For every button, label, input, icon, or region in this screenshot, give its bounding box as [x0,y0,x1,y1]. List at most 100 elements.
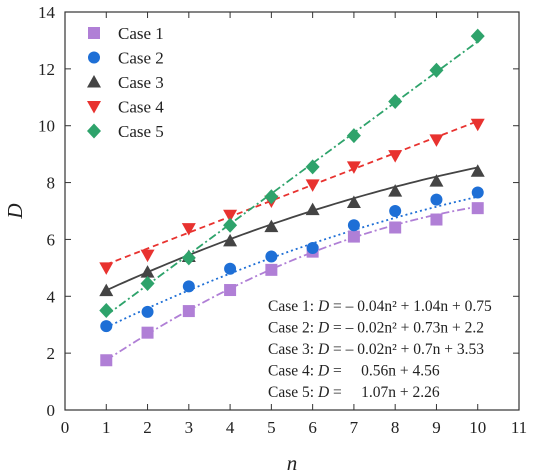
equation-prefix: Case 3: [268,341,318,358]
equation-variable: D [317,298,329,315]
equation-case-3: Case 3: D = – 0.02n² + 0.7n + 3.53 [268,341,484,358]
legend-marker-case-2 [88,51,100,64]
point-case-4 [181,223,196,236]
point-case-5 [99,303,114,318]
point-case-5 [181,250,196,266]
point-case-1 [141,326,154,339]
equation-variable: D [317,320,329,337]
point-case-3 [305,202,320,216]
x-tick-label: 6 [308,418,317,437]
point-case-4 [470,118,485,132]
legend-marker-case-5 [87,123,101,139]
y-tick-label: 8 [47,174,56,193]
legend: Case 1 Case 2 Case 3 Case 4 Case 5 [87,24,164,141]
equation-prefix: Case 4: [268,363,318,380]
x-tick-label: 7 [350,418,359,437]
fit-lines [105,40,479,362]
equation-case-2: Case 2: D = – 0.02n² + 0.73n + 2.2 [268,320,484,337]
point-case-1 [389,221,402,234]
point-case-5 [388,94,403,110]
legend-marker-case-3 [87,75,101,88]
y-tick-label: 12 [38,60,55,79]
fit-line-case-2 [105,195,478,329]
x-tick-label: 10 [469,418,486,437]
x-tick-label: 2 [143,418,152,437]
fit-line-case-4 [105,120,479,266]
x-tick-label: 9 [432,418,441,437]
fit-line-case-1 [105,205,478,362]
point-case-4 [388,150,403,163]
point-case-5 [346,128,361,144]
point-case-1 [224,284,237,297]
point-case-5 [429,62,444,78]
point-case-4 [223,209,238,223]
point-case-3 [99,283,114,297]
equation-rhs: = 0.56n + 4.56 [329,363,440,380]
point-case-3 [429,174,444,187]
fit-line-case-5 [105,40,479,317]
point-case-1 [430,213,443,226]
point-case-3 [470,164,485,177]
point-case-2 [141,305,154,318]
point-case-5 [140,275,155,291]
y-tick-label: 10 [38,117,55,136]
point-case-3 [346,195,361,208]
fit-equations: Case 1: D = – 0.04n² + 1.04n + 0.75Case … [268,298,492,401]
legend-label-case-3: Case 3 [118,73,164,92]
x-tick-label: 3 [185,418,194,437]
legend-label-case-2: Case 2 [118,49,164,68]
x-tick-label: 5 [267,418,276,437]
point-case-3 [223,233,238,247]
point-case-3 [388,184,403,197]
equation-variable: D [317,363,329,380]
point-case-4 [140,249,155,263]
point-case-1 [100,354,113,367]
x-tick-label: 0 [61,418,70,437]
x-axis-label: n [287,451,298,475]
point-case-3 [140,265,155,278]
point-case-1 [471,202,484,215]
point-case-2 [100,320,113,333]
y-tick-label: 0 [47,401,56,420]
legend-label-case-5: Case 5 [118,122,164,141]
legend-label-case-1: Case 1 [118,24,164,43]
point-case-2 [265,250,278,263]
equation-variable: D [317,384,329,401]
point-case-4 [99,262,114,275]
point-case-5 [470,28,485,44]
point-case-1 [347,230,360,243]
y-tick-label: 2 [47,344,56,363]
equation-prefix: Case 1: [268,298,318,315]
x-tick-label: 8 [391,418,400,437]
equation-case-5: Case 5: D = 1.07n + 2.26 [268,384,440,401]
legend-label-case-4: Case 4 [118,98,164,117]
point-case-5 [305,159,320,175]
plot-frame [64,11,520,411]
point-case-4 [429,134,444,147]
point-case-2 [347,219,360,232]
x-tick-label: 4 [226,418,235,437]
point-case-1 [265,263,278,276]
equation-rhs: = – 0.02n² + 0.73n + 2.2 [329,320,484,337]
y-tick-label: 4 [47,287,56,306]
data-markers [99,28,485,367]
equation-prefix: Case 2: [268,320,318,337]
equation-rhs: = – 0.02n² + 0.7n + 3.53 [329,341,484,358]
x-tick-label: 1 [102,418,111,437]
point-case-5 [223,217,238,233]
point-case-2 [471,186,484,199]
equation-variable: D [317,341,329,358]
y-tick-label: 6 [47,230,56,249]
point-case-2 [306,241,319,254]
y-tick-label: 14 [38,3,56,22]
equation-prefix: Case 5: [268,384,318,401]
point-case-2 [224,262,237,275]
legend-marker-case-4 [87,101,101,114]
legend-marker-case-1 [88,27,100,39]
x-tick-label: 11 [511,418,527,437]
equation-case-4: Case 4: D = 0.56n + 4.56 [268,363,440,380]
point-case-2 [389,205,402,217]
point-case-1 [182,305,195,318]
